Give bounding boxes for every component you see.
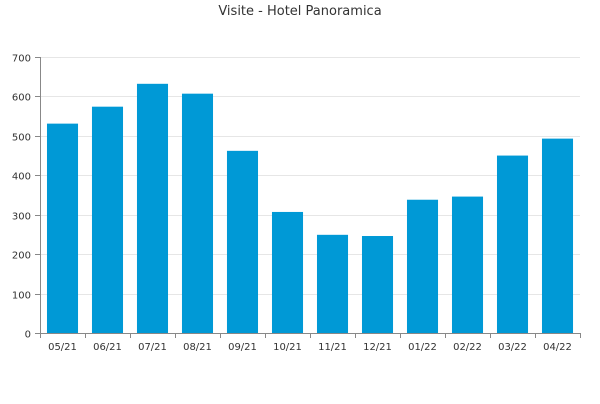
- y-tick-label: 700: [12, 54, 31, 65]
- bar: [136, 83, 169, 333]
- bar: [541, 138, 574, 333]
- gridlines: [40, 57, 580, 295]
- x-tick-labels: 05/21 06/21 07/21 08/21 09/21 10/21 11/21 12/21…: [48, 342, 572, 353]
- x-tick-label: 04/22: [543, 342, 572, 353]
- x-tick-label: 12/21: [363, 342, 392, 353]
- x-tick-label: 01/22: [408, 342, 437, 353]
- y-tick-label: 400: [12, 172, 31, 183]
- x-tick-label: 11/21: [318, 342, 347, 353]
- bars: [46, 83, 574, 334]
- x-tick-label: 09/21: [228, 342, 257, 353]
- bar: [496, 155, 529, 333]
- x-tick-label: 06/21: [93, 342, 122, 353]
- axes: [35, 57, 581, 338]
- x-tick-label: 02/22: [453, 342, 482, 353]
- bar: [406, 199, 439, 333]
- y-tick-label: 600: [12, 93, 31, 104]
- bar: [226, 150, 259, 333]
- chart-title: Visite - Hotel Panoramica: [218, 4, 381, 19]
- y-tick-label: 300: [12, 212, 31, 223]
- y-tick-label: 0: [25, 330, 31, 341]
- x-tick-label: 05/21: [48, 342, 77, 353]
- bar: [451, 196, 484, 333]
- x-tick-label: 10/21: [273, 342, 302, 353]
- bar: [46, 123, 79, 333]
- bar: [181, 93, 214, 333]
- x-tick-label: 07/21: [138, 342, 167, 353]
- x-tick-label: 08/21: [183, 342, 212, 353]
- x-tick-label: 03/22: [498, 342, 527, 353]
- y-tick-label: 100: [12, 291, 31, 302]
- bar: [271, 211, 304, 333]
- bar: [361, 236, 394, 333]
- bar: [91, 106, 124, 334]
- bar: [316, 234, 349, 333]
- y-tick-labels: 0 100 200 300 400 500 600 700: [12, 54, 31, 341]
- y-tick-label: 500: [12, 133, 31, 144]
- y-tick-label: 200: [12, 251, 31, 262]
